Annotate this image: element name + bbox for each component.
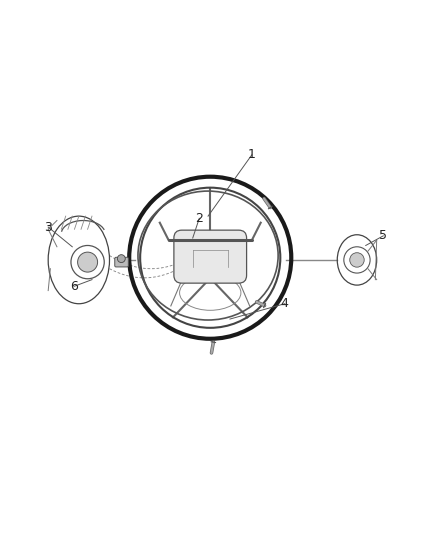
Circle shape: [78, 252, 98, 272]
Circle shape: [350, 253, 364, 267]
FancyBboxPatch shape: [174, 230, 247, 283]
Text: 2: 2: [195, 212, 203, 225]
Text: 3: 3: [44, 221, 52, 233]
Text: 5: 5: [379, 229, 387, 243]
Text: 6: 6: [71, 280, 78, 293]
Text: 1: 1: [248, 148, 256, 161]
FancyBboxPatch shape: [115, 257, 128, 267]
Text: 4: 4: [281, 297, 289, 310]
Circle shape: [117, 255, 125, 263]
